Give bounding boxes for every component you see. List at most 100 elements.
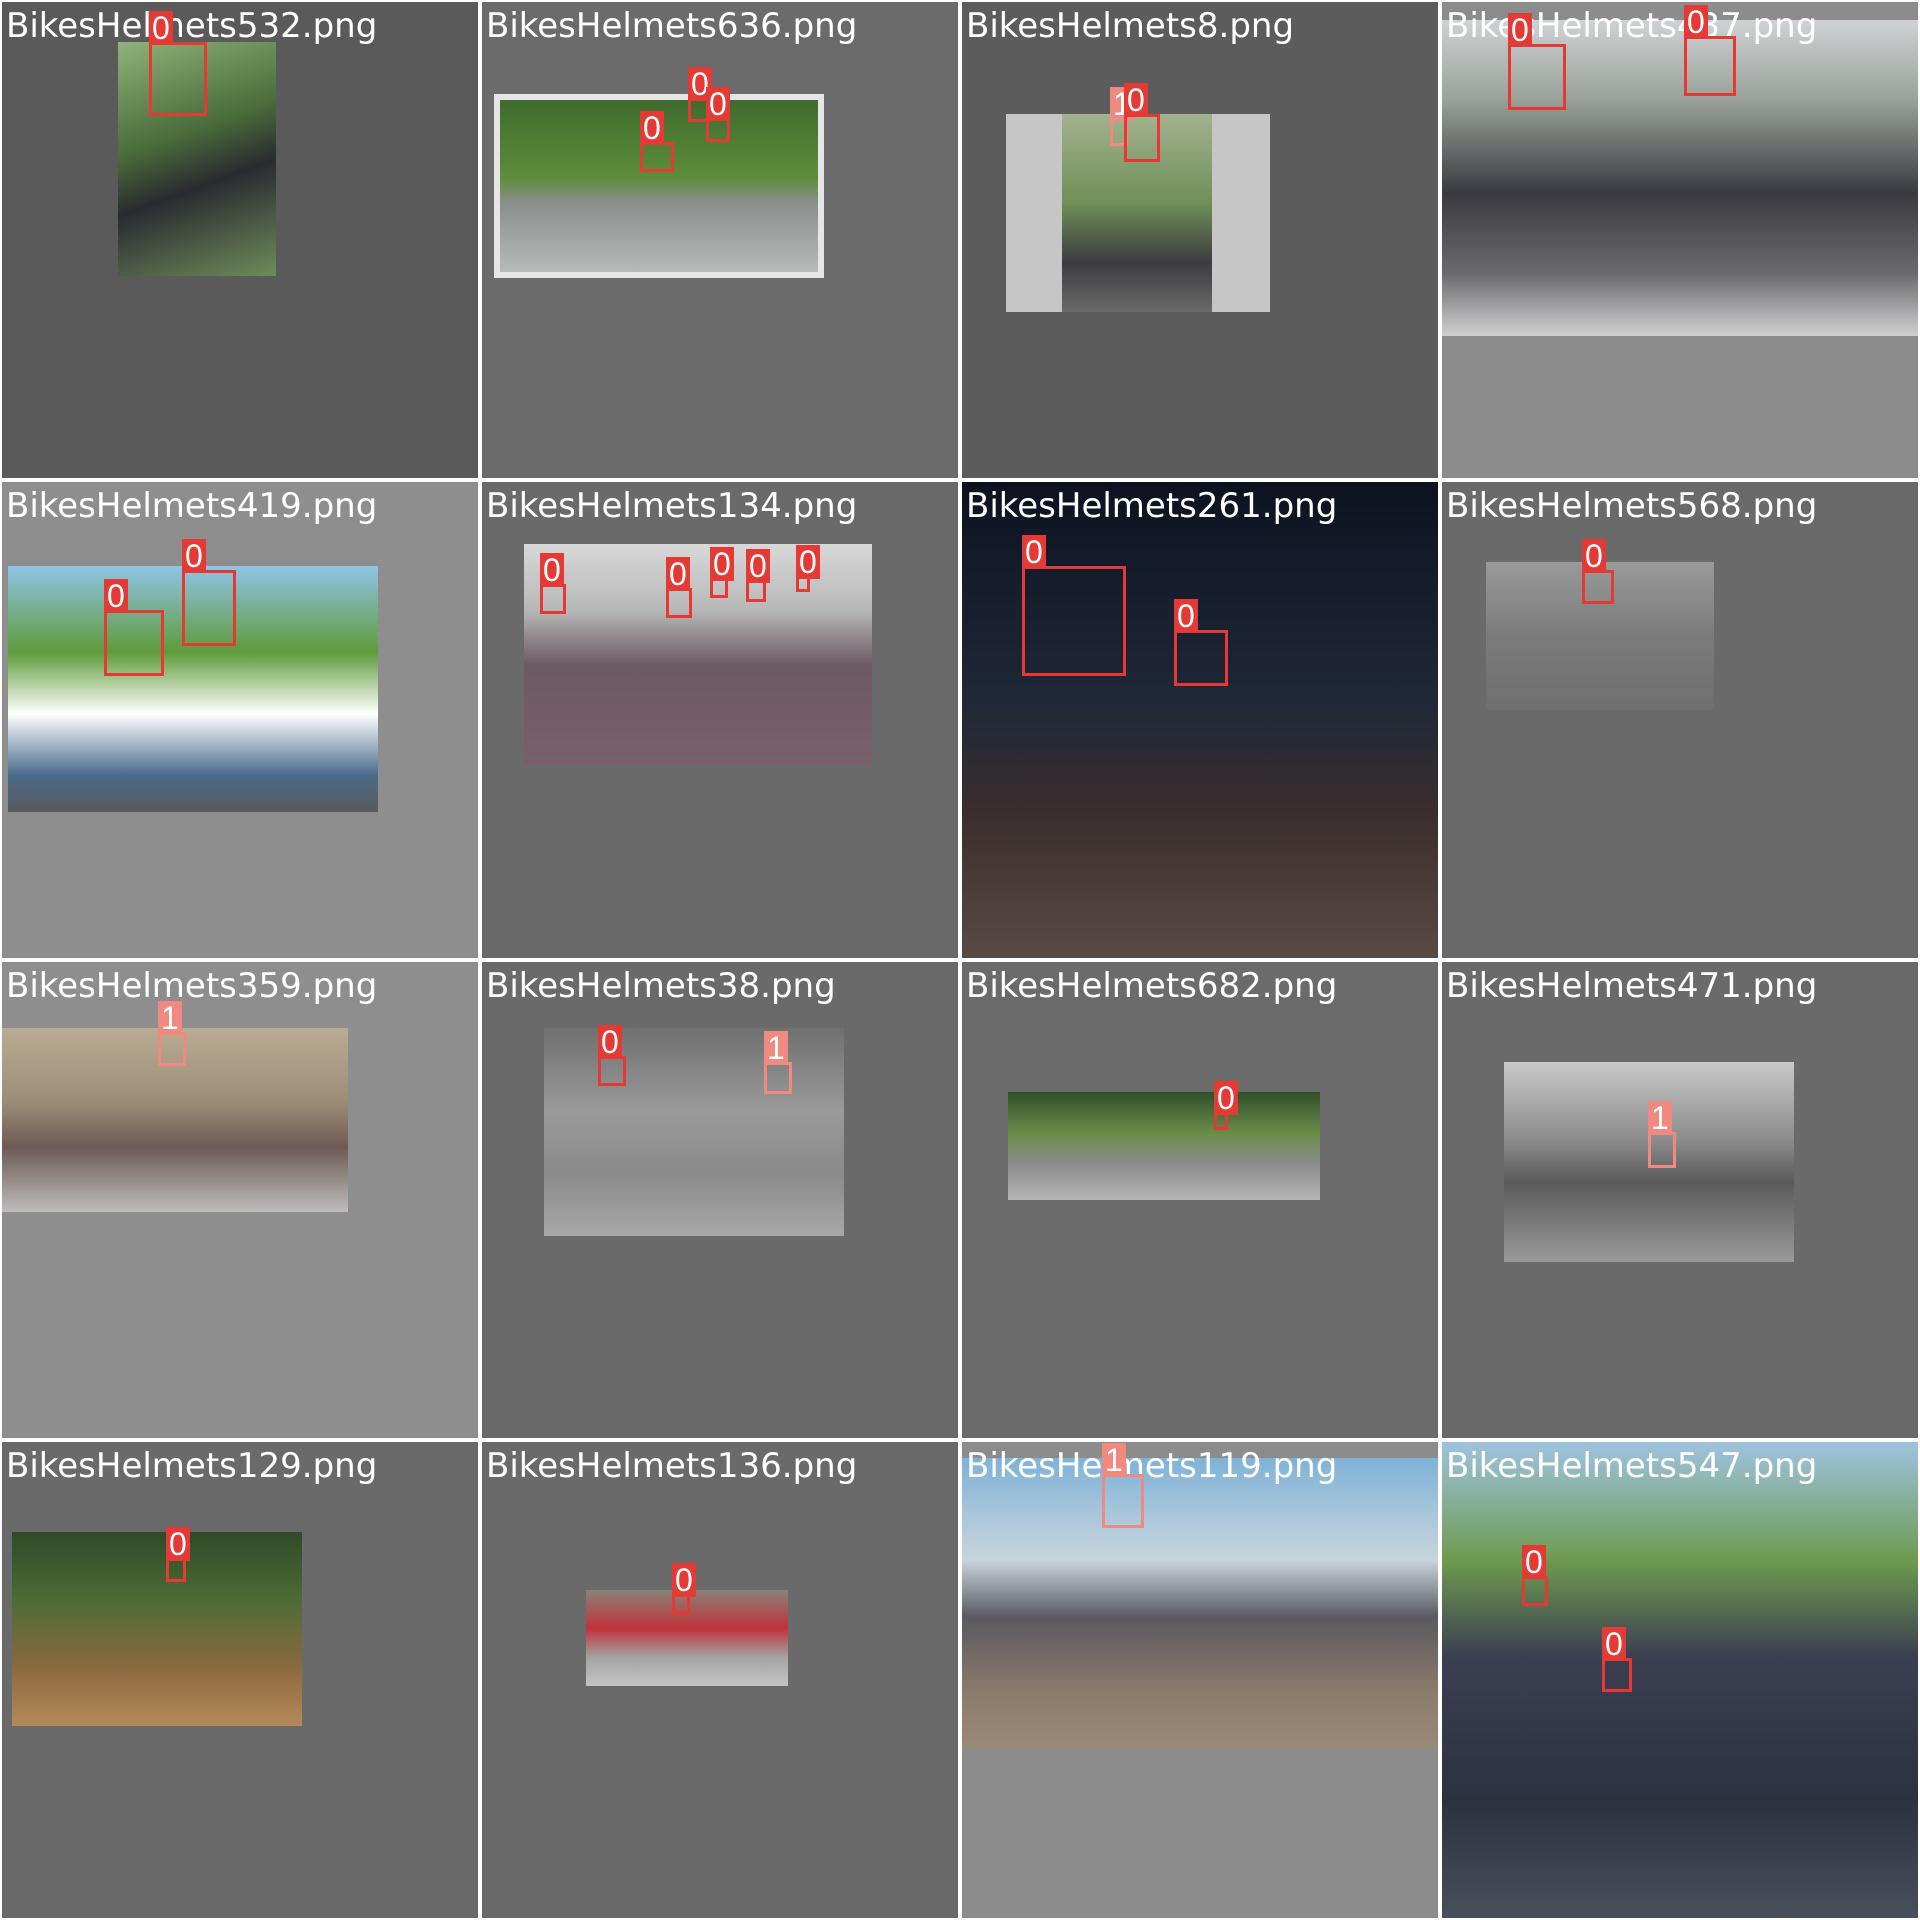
detection-box[interactable]: 0 bbox=[1124, 83, 1160, 162]
image-tile[interactable]: BikesHelmets437.png 0 0 bbox=[1440, 0, 1920, 480]
image-tile[interactable]: BikesHelmets261.png 0 0 bbox=[960, 480, 1440, 960]
detection-box[interactable]: 0 bbox=[1508, 13, 1566, 110]
image-tile[interactable]: BikesHelmets471.png 1 bbox=[1440, 960, 1920, 1440]
tile-filename: BikesHelmets8.png bbox=[966, 6, 1295, 46]
class-label: 0 bbox=[1602, 1627, 1626, 1661]
class-label: 0 bbox=[1174, 599, 1198, 633]
tile-filename: BikesHelmets636.png bbox=[486, 6, 858, 46]
detection-box[interactable]: 1 bbox=[1648, 1101, 1676, 1168]
class-label: 0 bbox=[640, 111, 664, 145]
detection-box[interactable]: 0 bbox=[1022, 535, 1126, 676]
detection-box[interactable]: 0 bbox=[710, 547, 734, 598]
detection-box[interactable]: 1 bbox=[158, 1001, 186, 1066]
class-label: 0 bbox=[710, 547, 734, 581]
class-label: 0 bbox=[1582, 539, 1606, 573]
class-label: 0 bbox=[1684, 5, 1708, 39]
detection-box[interactable]: 0 bbox=[672, 1563, 696, 1614]
image-tile[interactable]: BikesHelmets636.png 0 0 0 bbox=[480, 0, 960, 480]
detection-box[interactable]: 0 bbox=[746, 549, 770, 602]
detection-box[interactable]: 1 bbox=[1102, 1443, 1144, 1528]
tile-filename: BikesHelmets568.png bbox=[1446, 486, 1818, 526]
photo-woman-motorcycle bbox=[962, 1458, 1438, 1748]
photo-cyclist-helmet bbox=[118, 42, 276, 276]
tile-filename: BikesHelmets359.png bbox=[6, 966, 378, 1006]
tile-filename: BikesHelmets134.png bbox=[486, 486, 858, 526]
photo-scooter-riders bbox=[1486, 562, 1714, 710]
detection-box[interactable]: 0 bbox=[598, 1025, 626, 1086]
detection-box[interactable]: 0 bbox=[104, 579, 164, 676]
photo-motorbike-rider-inner bbox=[1062, 114, 1212, 312]
photo-bike-lane bbox=[524, 544, 872, 764]
tile-filename: BikesHelmets136.png bbox=[486, 1446, 858, 1486]
image-tile[interactable]: BikesHelmets547.png 0 0 bbox=[1440, 1440, 1920, 1920]
class-label: 1 bbox=[764, 1031, 788, 1065]
detection-box[interactable]: 0 bbox=[1174, 599, 1228, 686]
class-label: 0 bbox=[746, 549, 770, 583]
class-label: 0 bbox=[1508, 13, 1532, 47]
class-label: 0 bbox=[1522, 1545, 1546, 1579]
photo-family-bikes bbox=[8, 566, 378, 812]
class-label: 0 bbox=[598, 1025, 622, 1059]
image-tile[interactable]: BikesHelmets136.png 0 bbox=[480, 1440, 960, 1920]
tile-filename: BikesHelmets419.png bbox=[6, 486, 378, 526]
detection-box[interactable]: 0 bbox=[640, 111, 674, 172]
photo-park-path bbox=[1008, 1092, 1320, 1200]
photo-mountain-bike bbox=[12, 1532, 302, 1726]
tile-filename: BikesHelmets261.png bbox=[966, 486, 1338, 526]
image-tile[interactable]: BikesHelmets8.png 1 0 bbox=[960, 0, 1440, 480]
detection-box[interactable]: 0 bbox=[796, 545, 820, 592]
image-tile[interactable]: BikesHelmets129.png 0 bbox=[0, 1440, 480, 1920]
photo-motorbikes-street bbox=[1442, 20, 1918, 336]
detection-box[interactable]: 0 bbox=[706, 87, 730, 142]
image-tile[interactable]: BikesHelmets119.png 1 bbox=[960, 1440, 1440, 1920]
tile-filename: BikesHelmets437.png bbox=[1446, 6, 1818, 46]
tile-filename: BikesHelmets471.png bbox=[1446, 966, 1818, 1006]
class-label: 0 bbox=[540, 553, 564, 587]
image-tile[interactable]: BikesHelmets359.png 1 bbox=[0, 960, 480, 1440]
class-label: 0 bbox=[182, 539, 206, 573]
detection-box[interactable]: 0 bbox=[1522, 1545, 1548, 1606]
class-label: 1 bbox=[1648, 1101, 1672, 1135]
class-label: 0 bbox=[149, 11, 173, 45]
tile-filename: BikesHelmets532.png bbox=[6, 6, 378, 46]
class-label: 0 bbox=[666, 557, 690, 591]
image-tile[interactable]: BikesHelmets134.png 0 0 0 0 0 bbox=[480, 480, 960, 960]
class-label: 0 bbox=[796, 545, 820, 579]
tile-filename: BikesHelmets547.png bbox=[1446, 1446, 1818, 1486]
class-label: 0 bbox=[688, 67, 712, 101]
detection-box[interactable]: 0 bbox=[166, 1527, 190, 1582]
detection-box[interactable]: 0 bbox=[1214, 1081, 1238, 1130]
photo-city-cyclists bbox=[544, 1028, 844, 1236]
image-tile[interactable]: BikesHelmets682.png 0 bbox=[960, 960, 1440, 1440]
class-label: 1 bbox=[1102, 1443, 1126, 1477]
detection-box[interactable]: 0 bbox=[1684, 5, 1736, 96]
image-tile[interactable]: BikesHelmets568.png 0 bbox=[1440, 480, 1920, 960]
detection-box[interactable]: 0 bbox=[182, 539, 236, 646]
image-tile[interactable]: BikesHelmets419.png 0 0 bbox=[0, 480, 480, 960]
class-label: 0 bbox=[166, 1527, 190, 1561]
detection-box[interactable]: 1 bbox=[764, 1031, 792, 1094]
tile-filename: BikesHelmets119.png bbox=[966, 1446, 1338, 1486]
detection-box[interactable]: 0 bbox=[149, 11, 207, 116]
image-tile[interactable]: BikesHelmets532.png 0 bbox=[0, 0, 480, 480]
detection-box[interactable]: 0 bbox=[688, 67, 712, 122]
class-label: 0 bbox=[1214, 1081, 1238, 1115]
photo-cycling-event bbox=[1442, 1442, 1918, 1918]
tile-filename: BikesHelmets682.png bbox=[966, 966, 1338, 1006]
class-label: 0 bbox=[1124, 83, 1148, 117]
tile-filename: BikesHelmets38.png bbox=[486, 966, 836, 1006]
tile-filename: BikesHelmets129.png bbox=[6, 1446, 378, 1486]
photo-kids-cycling bbox=[494, 94, 824, 278]
class-label: 0 bbox=[1022, 535, 1046, 569]
detection-box[interactable]: 0 bbox=[666, 557, 692, 618]
class-label: 1 bbox=[158, 1001, 182, 1035]
class-label: 0 bbox=[104, 579, 128, 613]
class-label: 0 bbox=[706, 87, 730, 121]
image-tile[interactable]: BikesHelmets38.png 0 1 bbox=[480, 960, 960, 1440]
detection-box[interactable]: 0 bbox=[1602, 1627, 1632, 1692]
detection-box[interactable]: 0 bbox=[1582, 539, 1614, 604]
photo-scooter-street bbox=[2, 1028, 348, 1212]
class-label: 0 bbox=[672, 1563, 696, 1597]
detection-box[interactable]: 0 bbox=[540, 553, 566, 614]
